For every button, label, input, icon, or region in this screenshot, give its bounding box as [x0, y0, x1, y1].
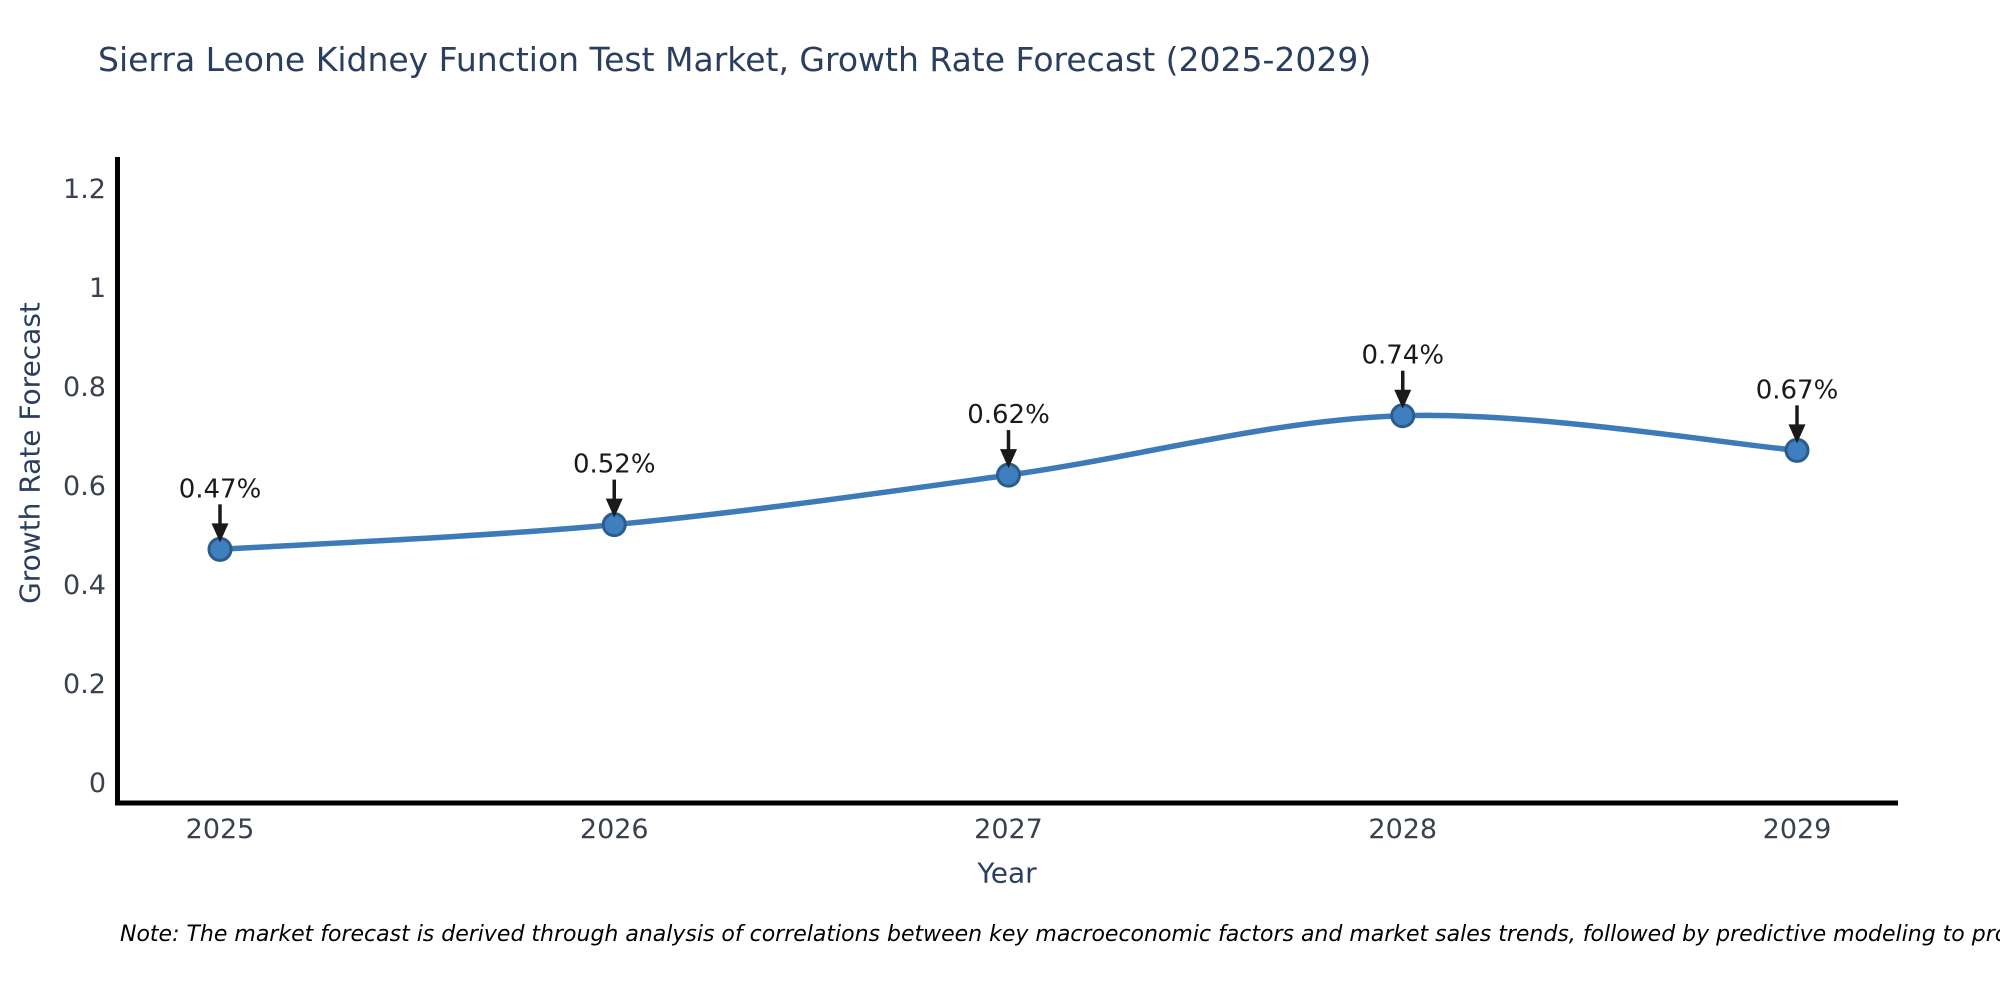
- annotation-label-2026: 0.52%: [573, 450, 656, 480]
- annotation-arrow-head: [211, 523, 229, 543]
- x-tick-label-2029: 2029: [1763, 814, 1832, 845]
- chart-title: Sierra Leone Kidney Function Test Market…: [98, 40, 1372, 79]
- annotation-arrow-head: [1000, 449, 1017, 469]
- x-tick-label-2026: 2026: [580, 814, 649, 845]
- annotation-arrow-head: [1788, 424, 1806, 444]
- x-axis-title: Year: [977, 856, 1037, 890]
- y-tick-label-0.4: 0.4: [63, 570, 106, 601]
- annotation-arrow-head: [1394, 389, 1412, 409]
- y-tick-label-0.8: 0.8: [63, 372, 106, 403]
- annotation-arrow-head: [605, 498, 623, 518]
- footnote: Note: The market forecast is derived thr…: [120, 922, 2000, 947]
- annotation-label-2025: 0.47%: [179, 474, 262, 504]
- y-tick-label-0.6: 0.6: [63, 471, 106, 502]
- y-tick-label-1: 1: [89, 273, 106, 304]
- y-tick-label-1.2: 1.2: [63, 174, 106, 205]
- y-axis-title: Growth Rate Forecast: [13, 302, 47, 604]
- y-tick-label-0: 0: [89, 768, 106, 799]
- annotation-label-2028: 0.74%: [1361, 341, 1444, 371]
- annotation-label-2029: 0.67%: [1756, 375, 1839, 405]
- annotation-label-2027: 0.62%: [967, 400, 1050, 430]
- y-tick-label-0.2: 0.2: [63, 669, 106, 700]
- x-tick-label-2028: 2028: [1368, 814, 1437, 845]
- x-tick-label-2025: 2025: [186, 814, 255, 845]
- x-tick-label-2027: 2027: [974, 814, 1043, 845]
